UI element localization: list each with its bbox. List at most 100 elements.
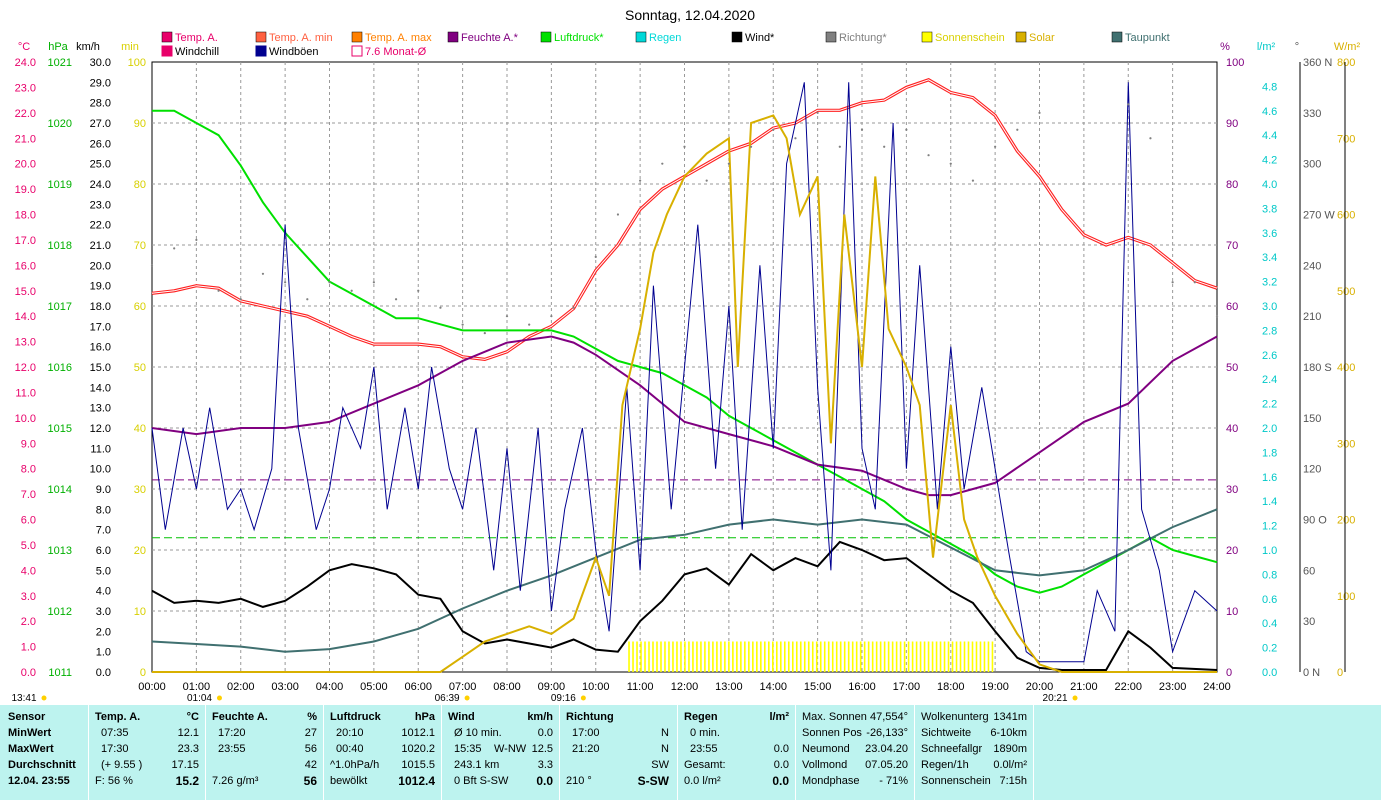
press-col: Luftdruck hPa 20:10 1012.1 00:40 1020.2 … [324,705,441,800]
hum-header: Feuchte A. [212,711,268,723]
direction-point [483,332,486,335]
axis-tick-wind: 27.0 [90,118,111,130]
extra-label: Wolkenunterg [921,711,989,723]
axis-tick-pressure: 1011 [48,667,72,679]
axis-tick-rain: 2.8 [1262,325,1277,337]
axis-tick-direction: 90 O [1303,515,1327,527]
astro-label: Vollmond [802,759,848,771]
rain-r4-val: 0.0 [772,774,789,788]
axis-tick-temp: 7.0 [21,489,36,501]
reference-lines [152,479,1217,539]
press-avg-label: ^1.0hPa/h [330,759,380,771]
wind-unit: km/h [527,711,553,723]
rain-r4-label: 0.0 l/m² [684,775,721,787]
axis-tick-sun_min: 10 [134,606,146,618]
direction-point [461,323,464,326]
astro-value: 23.04.20 [865,743,908,755]
press-min-time: 20:10 [336,727,364,739]
axis-tick-solar: 800 [1337,57,1355,69]
axis-tick-sun_min: 0 [140,667,146,679]
extra-col: Wolkenunterg 1341m Sichtweite 6-10km Schneef… [915,705,1033,800]
rain-unit: l/m² [769,711,789,723]
axis-tick-rain: 1.4 [1262,496,1277,508]
x-tick-label: 01:00 [183,681,211,693]
axis-tick-wind: 8.0 [96,504,111,516]
temp-col: Temp. A. °C 07:35 12.1 17:30 23.3 (+ 9.5… [89,705,205,800]
wind-col: Wind km/h Ø 10 min. 0.0 15:35 W-NW 12.5 … [442,705,559,800]
direction-point [217,289,220,292]
axis-tick-pressure: 1020 [48,118,72,130]
avg-label: Durchschnitt [8,759,76,771]
axis-tick-direction: 60 [1303,565,1315,577]
axis-tick-solar: 0 [1337,667,1343,679]
temp-avg-extra: (+ 9.55 ) [101,759,143,771]
wind-r4-val: 0.0 [536,774,553,788]
direction-point [883,145,886,148]
dir-r2-time: 21:20 [572,743,600,755]
x-tick-label: 10:00 [582,681,610,693]
axis-tick-sun_min: 80 [134,179,146,191]
astro-label: Mondphase [802,775,860,787]
axis-tick-temp: 22.0 [15,108,36,120]
axis-tick-wind: 26.0 [90,138,111,150]
direction-point [284,281,287,284]
axis-tick-humidity: 100 [1226,57,1244,69]
x-tick-label: 02:00 [227,681,255,693]
legend-swatch [447,31,459,43]
rain-r3-val: 0.0 [773,759,789,771]
axis-tick-humidity: 70 [1226,240,1238,252]
direction-point [971,179,975,182]
axis-tick-temp: 3.0 [21,591,36,603]
direction-point [528,323,531,326]
direction-point [394,298,398,301]
axis-tick-wind: 11.0 [90,443,111,455]
direction-point [261,272,265,275]
max-label: MaxWert [8,743,54,755]
x-tick-label: 20:00 [1026,681,1054,693]
temp-avg-val: 17.15 [171,759,199,771]
axis-tick-temp: 5.0 [21,540,36,552]
wind-header: Wind [448,711,475,723]
axis-tick-humidity: 0 [1226,667,1232,679]
x-tick-label: 21:00 [1070,681,1098,693]
direction-point [594,255,597,258]
direction-point [905,128,908,131]
event-label: 13:41 [11,693,36,704]
legend-label: Temp. A. [175,32,218,44]
temp-max-val: 23.3 [177,743,199,755]
direction-point [1171,281,1174,284]
direction-point [794,137,797,140]
axis-tick-sun_min: 20 [134,545,146,557]
axis-tick-temp: 16.0 [15,260,36,272]
hum-min-val: 27 [304,727,317,739]
axis-tick-wind: 24.0 [90,179,111,191]
x-tick-label: 05:00 [360,681,388,693]
press-last-val: 1012.4 [398,774,435,788]
legend-swatch [540,31,552,43]
x-tick-label: 15:00 [804,681,832,693]
wind-r3-label: 243.1 km [454,759,500,771]
axis-tick-solar: 100 [1337,591,1355,603]
axis-tick-temp: 23.0 [15,82,36,94]
series-line [152,114,1217,673]
temp-last-label: F: 56 % [95,775,133,787]
direction-point [927,154,930,157]
legend-label: Taupunkt [1125,32,1170,44]
axis-tick-sun_min: 60 [134,301,146,313]
astro-value: 07.05.20 [865,759,908,771]
axis-tick-wind: 21.0 [90,240,111,252]
axis-tick-rain: 0.4 [1262,618,1277,630]
press-unit: hPa [414,711,435,723]
extra-label: Sichtweite [921,727,972,739]
axis-tick-solar: 700 [1337,133,1355,145]
axis-unit-wind: km/h [76,41,100,53]
legend-swatch [731,31,743,43]
axis-unit-direction: ° [1295,41,1299,53]
hum-min-time: 17:20 [218,727,246,739]
axis-tick-direction: 300 [1303,159,1321,171]
hum-last-label: 7.26 g/m³ [212,775,259,787]
axis-tick-pressure: 1013 [48,545,72,557]
hum-max-val: 56 [304,743,317,755]
axis-tick-rain: 3.4 [1262,252,1277,264]
legend-label: 7.6 Monat-Ø [365,46,427,58]
